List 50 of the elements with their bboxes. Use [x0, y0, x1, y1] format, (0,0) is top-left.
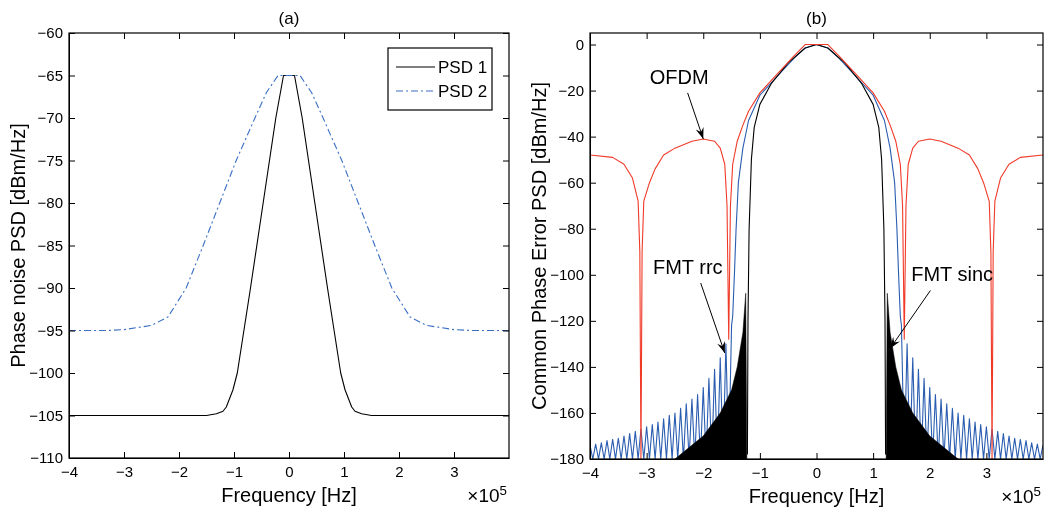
- chart-title: (b): [806, 9, 827, 28]
- y-tick-label: −80: [37, 194, 63, 212]
- text: ×10$^{5}$: [1001, 483, 1041, 507]
- y-tick-label: −110: [30, 449, 63, 467]
- x-tick-label: 2: [926, 463, 935, 481]
- y-tick-label: −120: [550, 312, 584, 330]
- y-tick-label: −80: [558, 220, 584, 238]
- y-tick-label: −40: [558, 127, 584, 145]
- y-tick-label: −90: [37, 279, 63, 297]
- x-tick-label: 2: [395, 462, 404, 480]
- x-tick-label: 1: [869, 463, 878, 481]
- y-tick-label: −100: [550, 266, 584, 284]
- x-tick-label: 0: [812, 463, 822, 481]
- x-axis-title: Frequency [Hz]: [221, 484, 357, 506]
- y-tick-label: −105: [29, 406, 63, 424]
- x-tick-label: −4: [60, 462, 79, 480]
- y-tick-label: −140: [550, 358, 584, 376]
- x-tick-label: 3: [450, 462, 459, 480]
- y-tick-label: 0: [575, 35, 584, 53]
- x-tick-label: −4: [581, 463, 600, 481]
- x-tick-label: −2: [170, 462, 189, 480]
- x-tick-label: −1: [225, 462, 244, 480]
- x-tick-label: 0: [285, 462, 294, 480]
- y-tick-label: −160: [550, 404, 584, 422]
- y-tick-label: −60: [37, 24, 63, 42]
- x-tick-label: 1: [340, 462, 349, 480]
- y-tick-label: −85: [37, 236, 63, 254]
- annotation: FMT rrc: [652, 256, 723, 279]
- legend-label: PSD 1: [438, 58, 488, 77]
- x-tick-label: −2: [695, 463, 713, 481]
- y-tick-label: −60: [558, 173, 584, 191]
- chart-title: (a): [278, 9, 300, 28]
- y-tick-label: −65: [37, 66, 63, 84]
- y-tick-label: −75: [37, 151, 63, 169]
- y-tick-label: −95: [37, 321, 63, 339]
- x-tick-label: −1: [751, 463, 769, 481]
- y-tick-label: −180: [550, 450, 584, 468]
- text: ×10$^{5}$: [467, 482, 507, 506]
- annotation: FMT sinc: [911, 263, 994, 286]
- annotation: OFDM: [649, 65, 709, 88]
- x-tick-label: −3: [638, 463, 656, 481]
- x-tick-label: −3: [115, 462, 134, 480]
- y-tick-label: −20: [558, 81, 584, 99]
- x-tick-label: 3: [982, 463, 992, 481]
- legend-label: PSD 2: [438, 82, 488, 101]
- y-axis-title: Common Phase Error PSD [dBm/Hz]: [528, 82, 550, 410]
- y-axis-title: Phase noise PSD [dBm/Hz]: [7, 123, 29, 368]
- x-axis-title: Frequency [Hz]: [748, 485, 885, 507]
- y-tick-label: −70: [37, 109, 63, 127]
- y-tick-label: −100: [29, 364, 63, 382]
